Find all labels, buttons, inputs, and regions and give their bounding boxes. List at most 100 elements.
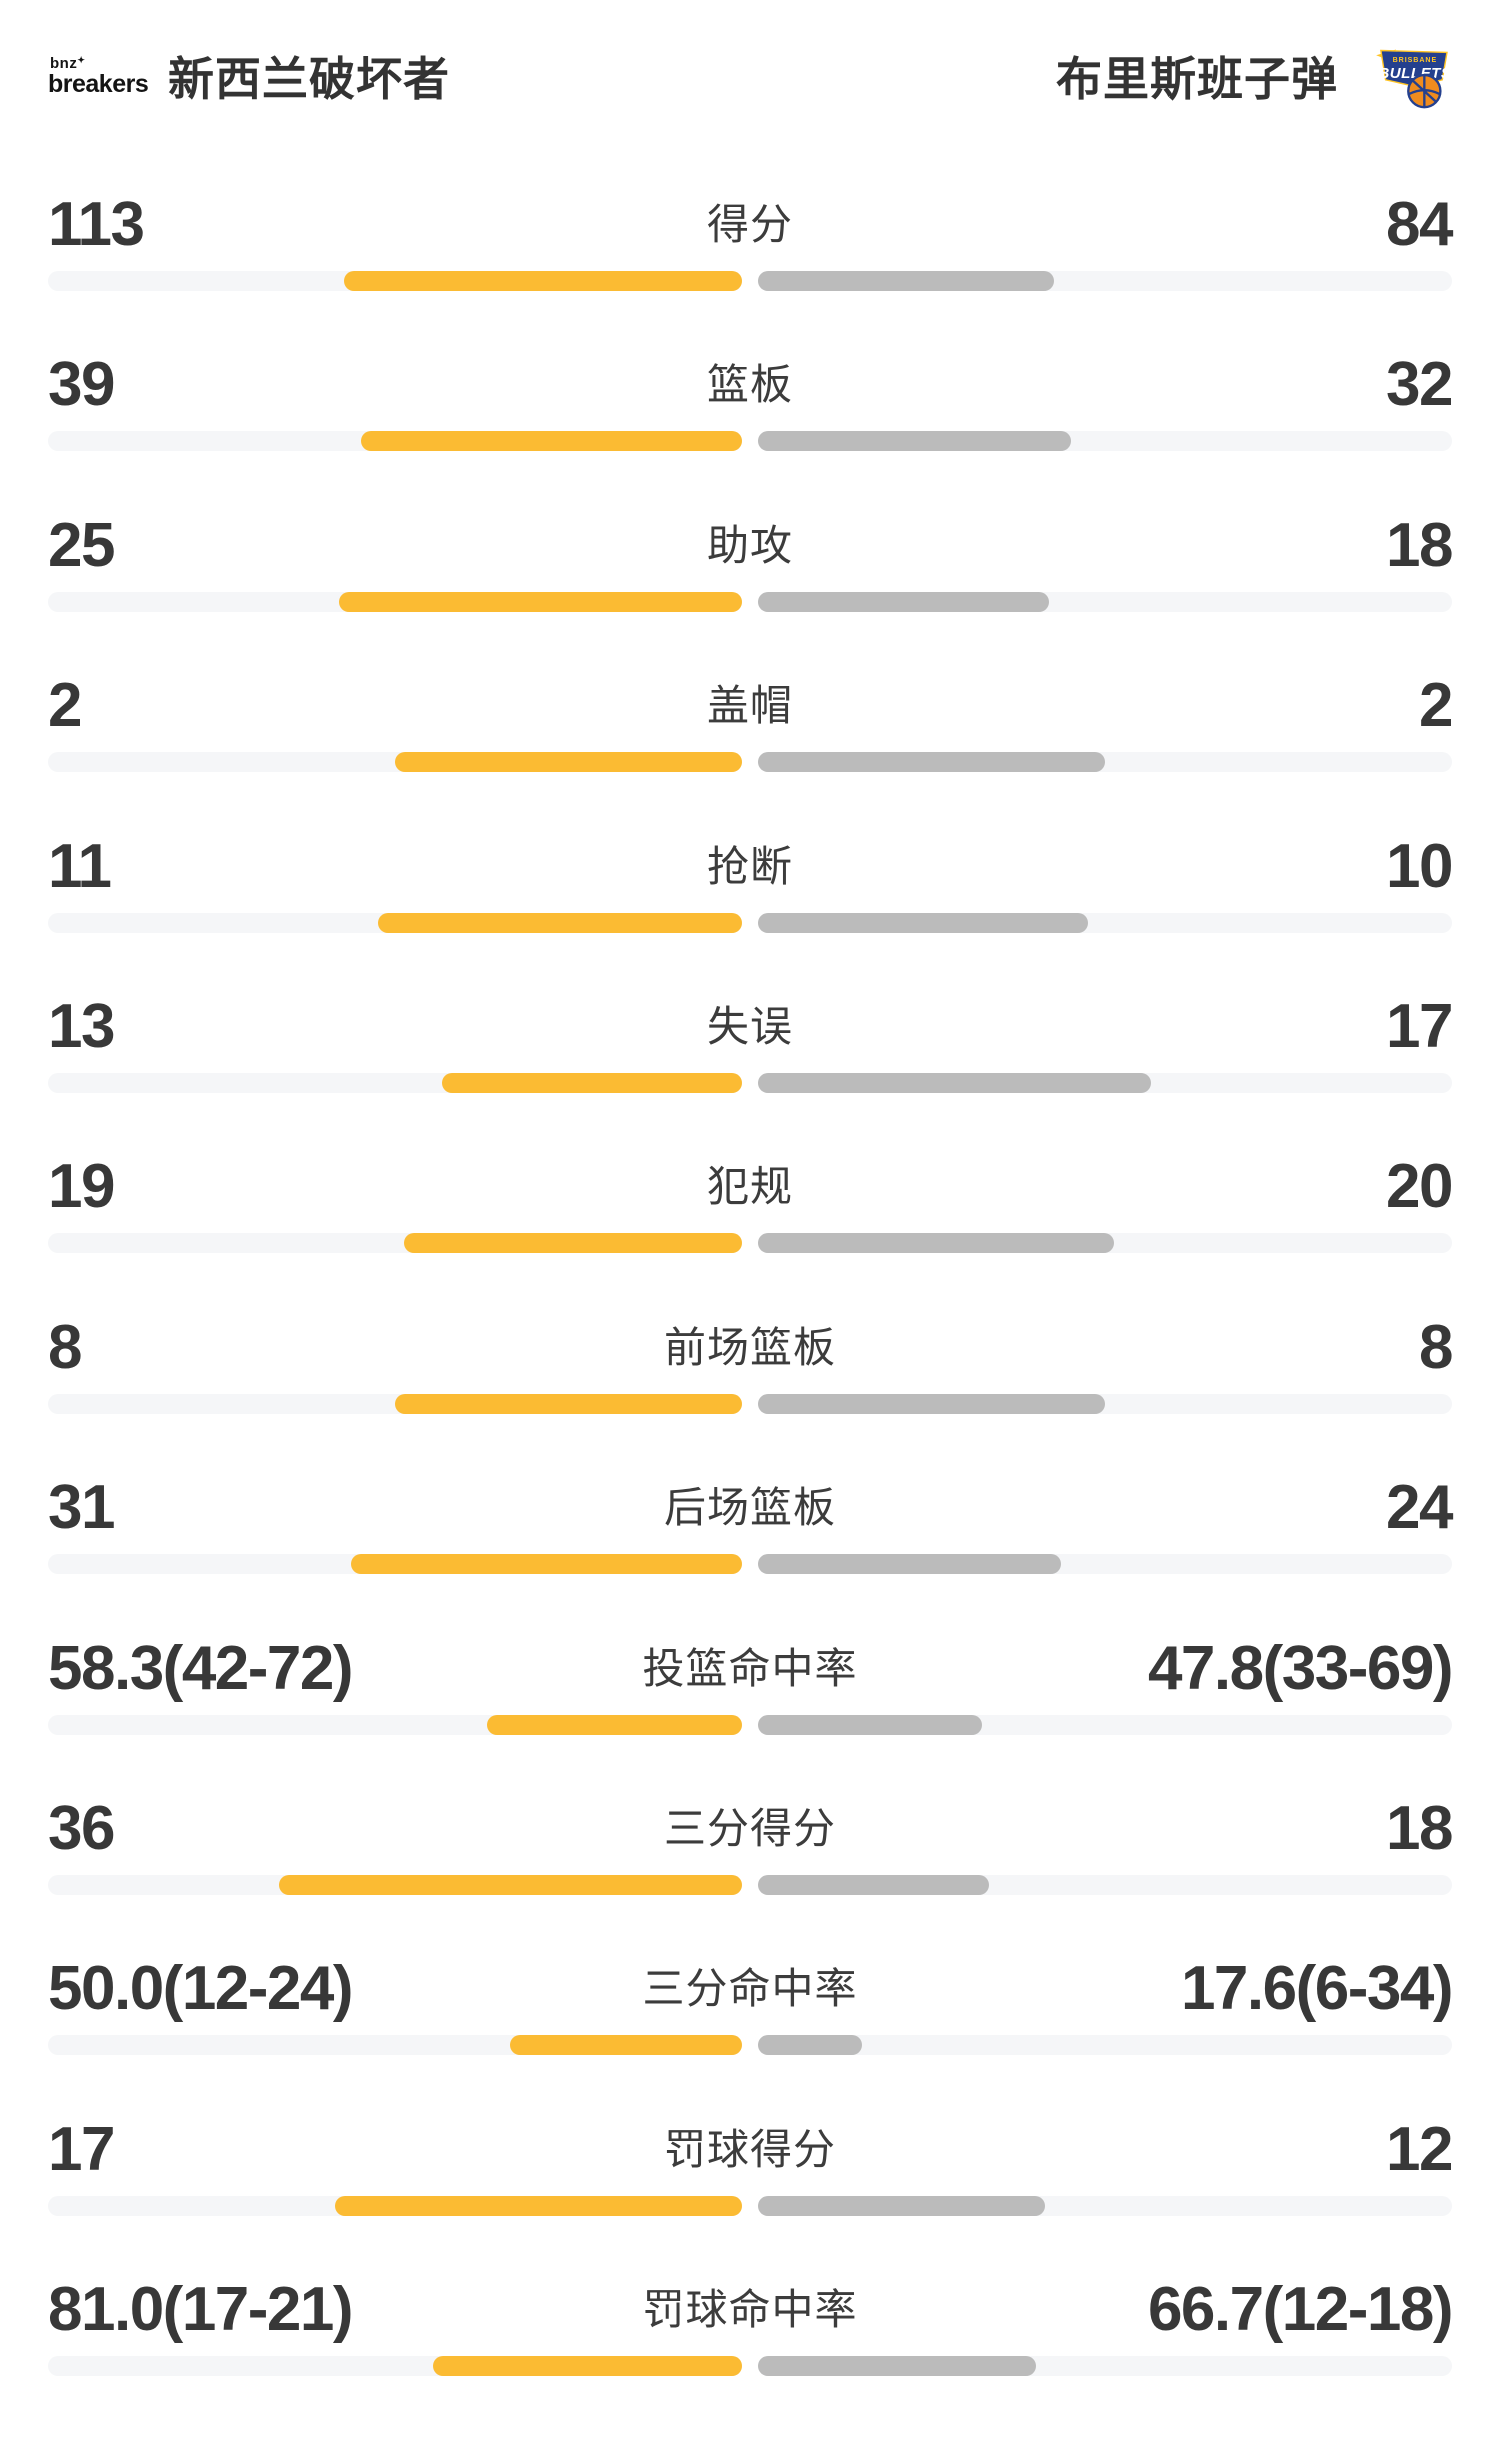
home-bar-track [48,752,742,773]
away-value: 24 [1386,1473,1453,1543]
home-bar-fill [350,1554,742,1575]
away-value: 84 [1386,190,1453,259]
stat-label: 助攻 [706,521,793,569]
stat-label: 罚球得分 [663,2125,836,2173]
stat-row: 31 后场篮板 24 [0,1414,1500,1575]
breakers-logo-wordmark: breakers [48,69,149,98]
stat-label: 得分 [706,201,793,248]
stat-row: 2 盖帽 2 [0,612,1500,773]
away-value: 20 [1386,1152,1453,1222]
home-bar-track [48,271,742,291]
home-value: 36 [48,1793,115,1863]
away-bar-track [758,752,1452,773]
home-team-name: 新西兰破坏者 [168,53,450,105]
stat-row: 39 篮板 32 [0,291,1500,452]
stat-label: 盖帽 [706,682,793,730]
away-bar-fill [758,1233,1115,1254]
home-bar-fill [378,912,742,933]
home-bar-track [48,591,742,612]
home-value: 113 [48,190,145,259]
home-bar-fill [509,2035,742,2056]
away-bar-fill [758,752,1105,773]
away-bar-track [758,1233,1452,1254]
away-value: 47.8(33-69) [1147,1633,1454,1703]
away-value: 66.7(12-18) [1147,2275,1454,2345]
home-bar-track [48,431,742,452]
away-bar-track [758,431,1452,452]
away-bar-track [758,912,1452,933]
home-bar-fill [395,1393,742,1414]
home-value: 25 [48,510,115,580]
away-value: 32 [1386,350,1453,420]
away-value: 17 [1386,991,1453,1061]
home-bar-track [48,2356,742,2377]
away-bar-fill [758,912,1089,933]
home-value: 8 [48,1312,82,1382]
away-bar-track [758,2035,1452,2056]
away-bar-fill [758,2356,1036,2377]
home-bar-fill [404,1233,742,1254]
home-value: 13 [48,991,115,1061]
away-bar-fill [758,2195,1046,2216]
home-team: bnz✦ breakers 新西兰破坏者 [48,43,450,109]
stat-row: 8 前场篮板 8 [0,1254,1500,1414]
stat-label: 失误 [706,1002,793,1050]
away-bar-track [758,271,1452,291]
sparkle-icon: ✦ [77,54,86,65]
home-bar-track [48,2195,742,2216]
away-bar-fill [758,1554,1061,1575]
home-bar-fill [361,431,742,452]
away-value: 17.6(6-34) [1180,1954,1454,2024]
home-bar-fill [343,271,742,291]
home-value: 81.0(17-21) [48,2275,354,2345]
breakers-logo: bnz✦ breakers [48,54,149,97]
away-bar-track [758,591,1452,612]
away-bar-track [758,1072,1452,1093]
home-bar-track [48,1233,742,1254]
stat-row: 81.0(17-21) 罚球命中率 66.7(12-18) [0,2216,1500,2377]
home-value: 39 [48,350,115,420]
away-bar-fill [758,591,1049,612]
stat-row: 19 犯规 20 [0,1093,1500,1254]
away-bar-track [758,1393,1452,1414]
away-bar-fill [758,1714,983,1735]
away-bar-fill [758,1874,990,1895]
stat-row: 17 罚球得分 12 [0,2056,1500,2216]
home-value: 31 [48,1473,115,1543]
away-bar-track [758,2195,1452,2216]
home-value: 2 [48,671,82,741]
away-bar-fill [758,1393,1105,1414]
away-bar-fill [758,2035,863,2056]
away-value: 12 [1386,2114,1453,2184]
match-stats-page: { "header": { "home_team": { "name": "新西… [0,40,1500,2440]
breakers-logo-top: bnz✦ [50,54,86,72]
away-bar-fill [758,271,1054,291]
away-team: 布里斯班子弹 BRISBANE BULLETS [1056,42,1452,110]
away-bar-track [758,1714,1452,1735]
home-bar-track [48,912,742,933]
home-bar-track [48,1874,742,1895]
away-bar-track [758,1554,1452,1575]
home-bar-fill [279,1874,742,1895]
home-bar-track [48,1714,742,1735]
stat-row: 113 得分 84 [0,131,1500,291]
home-value: 58.3(42-72) [48,1633,354,1703]
home-bar-track [48,2035,742,2056]
home-bar-fill [335,2195,742,2216]
home-value: 17 [48,2114,115,2184]
away-team-name: 布里斯班子弹 [1056,53,1338,105]
stat-row: 50.0(12-24) 三分命中率 17.6(6-34) [0,1895,1500,2056]
stat-label: 后场篮板 [663,1484,836,1532]
home-bar-fill [433,2356,742,2377]
away-value: 2 [1419,671,1453,741]
home-bar-track [48,1554,742,1575]
stat-label: 篮板 [706,361,793,409]
home-bar-fill [338,591,742,612]
stat-row: 25 助攻 18 [0,452,1500,612]
away-value: 10 [1386,831,1453,901]
away-value: 8 [1419,1312,1453,1382]
bullets-logo: BRISBANE BULLETS [1376,49,1451,109]
stat-label: 前场篮板 [663,1323,836,1371]
match-header: bnz✦ breakers 新西兰破坏者 布里斯班子弹 BRISBANE BUL… [0,40,1500,112]
away-bar-track [758,1874,1452,1895]
